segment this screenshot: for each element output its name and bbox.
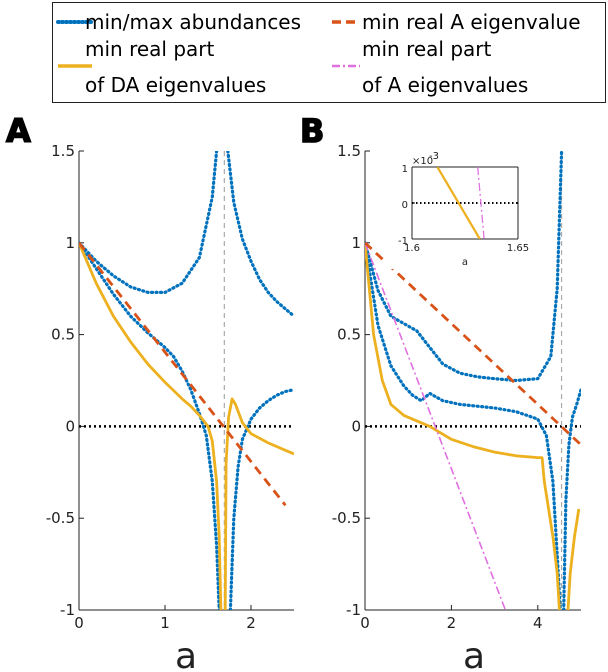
y-tick-label: -1 [346,601,361,619]
series-minmax-line [226,151,294,318]
y-tick-label: 0 [351,417,361,435]
legend-label-minmax: min/max abundances [85,10,301,34]
legend-label-a-part-2: of A eigenvalues [362,73,528,97]
plot-area [412,167,518,239]
x-tick-label: 0 [360,614,370,632]
x-axis-label-a: a [175,636,197,672]
series-da-line [223,397,294,610]
series-a_eig-line [365,241,581,446]
y-tick-label: 0 [402,200,408,211]
x-tick-label: 1.6 [404,243,420,254]
panel-letter-b: B [300,112,324,150]
inset-x-axis-label: a [462,257,468,268]
legend [52,2,606,103]
series-da-line [566,508,581,610]
y-tick-label: -0.5 [332,509,361,527]
legend-label-a-eig: min real A eigenvalue [362,10,581,34]
legend-label-da-1: min real part [85,37,215,61]
inset-exponent-power: -3 [429,151,439,162]
x-tick-label: 2 [447,614,457,632]
series-a_part-line [477,167,485,239]
legend-label-a-part-1: min real part [362,37,492,61]
y-tick-label: 1.5 [51,142,75,160]
x-tick-label: 4 [533,614,543,632]
series-a_part-line [365,242,507,610]
y-tick-label: -1 [60,601,75,619]
x-tick-label: 0 [74,614,84,632]
series-a_eig-line [79,241,287,507]
x-tick-label: 1 [160,614,170,632]
y-tick-label: -0.5 [46,509,75,527]
y-tick-label: 1 [351,234,361,252]
y-tick-label: 1 [402,164,408,175]
x-axis-label-b: a [463,636,485,672]
series-minmax-line [228,388,294,610]
series-minmax-line [365,241,562,610]
inset-exponent-label: ×10 [412,156,433,167]
series-minmax-line [562,388,581,610]
y-tick-label: 0 [65,417,75,435]
inset-background [384,153,534,269]
series-da-line [365,242,561,610]
plot-area [79,151,294,610]
y-tick-label: -1 [398,236,408,247]
x-tick-label: 1.65 [507,243,529,254]
series-minmax-line [79,151,219,294]
panel-A: 0 1 2 -1 -0.5 0 0.5 1 1.5 [46,142,294,632]
plot-area [365,151,581,610]
panel-B-inset: 1.6 1.65 1 0 -1 [398,164,529,254]
series-minmax-line [365,151,564,383]
y-tick-label: 1 [65,234,75,252]
y-tick-label: 0.5 [337,326,361,344]
panel-letter-a: A [6,112,31,150]
series-da-line [436,167,481,239]
y-tick-label: 1.5 [337,142,361,160]
series-minmax-line [79,241,221,610]
series-da-line [79,242,223,610]
panel-B: 0 2 4 -1 -0.5 0 0.5 1 1.5 [332,142,581,632]
legend-label-da-2: of DA eigenvalues [85,73,266,97]
y-tick-label: 0.5 [51,326,75,344]
x-tick-label: 2 [246,614,256,632]
